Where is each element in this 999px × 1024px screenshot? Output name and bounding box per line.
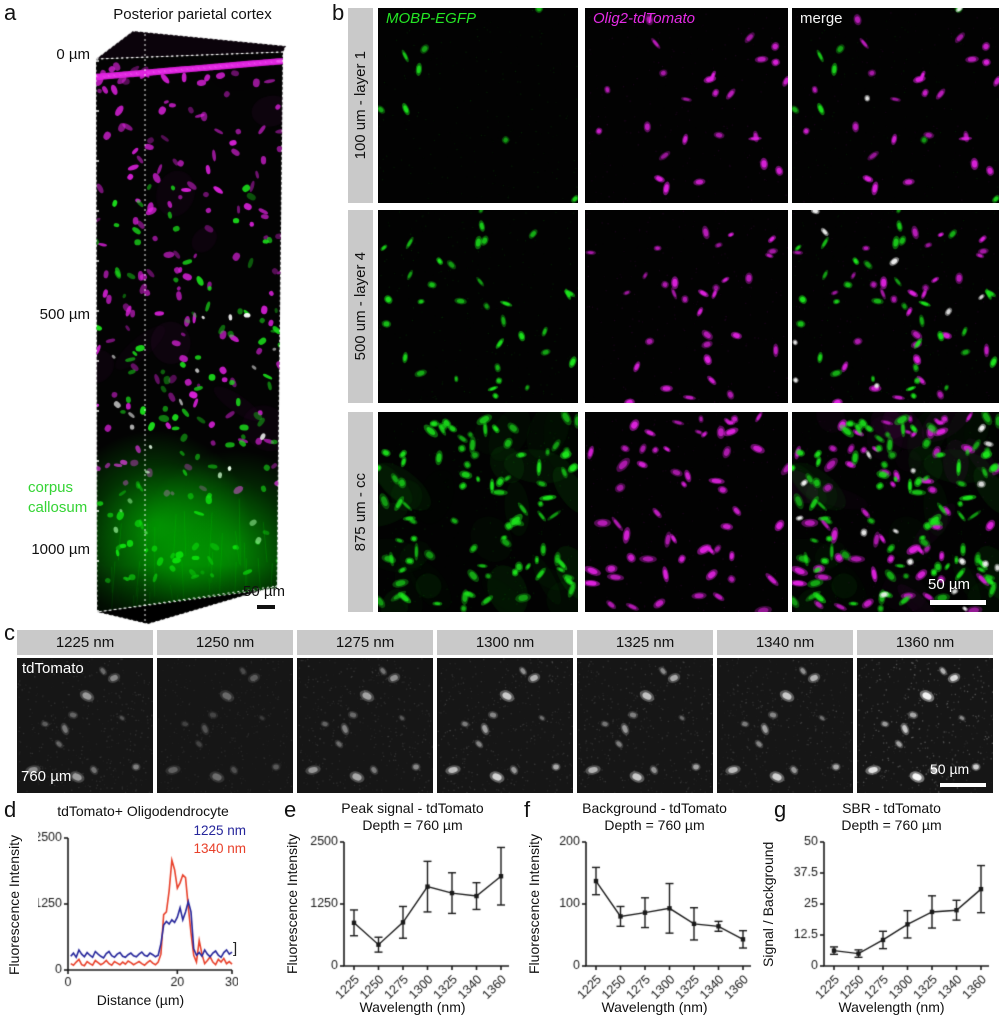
panel-e-plot [310, 830, 515, 1000]
panel-b-image-tdtomato-cc [585, 412, 788, 612]
panel-f-title: Background - tdTomato [582, 800, 727, 816]
panel-b-scalebar [930, 600, 986, 605]
panel-c-depth-label: 760 µm [21, 768, 72, 785]
panel-d-label: d [4, 797, 17, 822]
panel-d-xlabel: Distance (µm) [96, 992, 185, 1008]
panel-b-image-egfp-layer1 [378, 8, 578, 203]
panel-b-image-merge-cc [792, 412, 999, 612]
panel-g-title: SBR - tdTomato [842, 800, 941, 816]
panel-a-3d-image [85, 25, 300, 630]
panel-d-ylabel: Fluorescence Intensity [6, 834, 22, 976]
panel-c-label: c [4, 620, 15, 645]
panel-b-image-tdtomato-layer1 [585, 8, 788, 203]
panel-b-image-merge-layer4 [792, 210, 999, 403]
wavelength-header-1340: 1340 nm [717, 630, 853, 655]
depth-label-500um: 500 µm [39, 306, 90, 323]
wavelength-header-1250: 1250 nm [157, 630, 293, 655]
channel-header-merge: merge [800, 10, 843, 27]
wavelength-header-1225: 1225 nm [17, 630, 153, 655]
panel-b-image-tdtomato-layer4 [585, 210, 788, 403]
panel-a-scalebar [257, 605, 275, 609]
panel-f-plot [552, 830, 757, 1000]
panel-c-image-1360 [857, 658, 993, 793]
panel-c-image-1340 [717, 658, 853, 793]
panel-e-label: e [284, 797, 297, 822]
panel-d-bracket: ] [233, 940, 238, 957]
panel-c-scalebar-label: 50 µm [930, 761, 970, 777]
corpus-callosum-label: corpus callosum [28, 479, 88, 516]
panel-c-image-1275 [297, 658, 433, 793]
panel-g-xlabel: Wavelength (nm) [838, 999, 945, 1015]
panel-g-label: g [774, 797, 787, 822]
panel-b-image-egfp-cc [378, 412, 578, 612]
panel-a-scalebar-label: 50 µm [243, 583, 285, 600]
panel-c-image-1250 [157, 658, 293, 793]
row-label-500um-layer4: 500 um - layer 4 [348, 210, 373, 403]
wavelength-header-1325: 1325 nm [577, 630, 713, 655]
panel-e-ylabel: Fluorescence Intensity [284, 833, 300, 975]
depth-label-1000um: 1000 µm [31, 541, 90, 558]
panel-e-subtitle: Depth = 760 µm [362, 817, 463, 833]
panel-b-scalebar-label: 50 µm [928, 576, 970, 593]
wavelength-header-1360: 1360 nm [857, 630, 993, 655]
panel-c-image-1300 [437, 658, 573, 793]
wavelength-header-1275: 1275 nm [297, 630, 433, 655]
row-label-100um-layer1: 100 um - layer 1 [348, 8, 373, 203]
panel-c-channel-label: tdTomato [22, 660, 84, 677]
panel-e-title: Peak signal - tdTomato [341, 800, 484, 816]
panel-f-subtitle: Depth = 760 µm [604, 817, 705, 833]
panel-a-title: Posterior parietal cortex [113, 6, 272, 23]
panel-b-image-merge-layer1 [792, 8, 999, 203]
channel-header-olig2-tdtomato: Olig2-tdTomato [593, 10, 695, 27]
panel-f-label: f [524, 797, 531, 822]
panel-c-scalebar [940, 783, 986, 787]
depth-label-0um: 0 µm [56, 46, 90, 63]
panel-c-image-1325 [577, 658, 713, 793]
panel-f-ylabel: Fluorescence Intensity [526, 833, 542, 975]
panel-a-label: a [4, 0, 17, 25]
panel-b-image-egfp-layer4 [378, 210, 578, 403]
panel-c-image-1225 [17, 658, 153, 793]
panel-e-xlabel: Wavelength (nm) [359, 999, 466, 1015]
row-label-875um-cc: 875 um - cc [348, 412, 373, 612]
panel-b-label: b [332, 0, 345, 25]
panel-d-title: tdTomato+ Oligodendrocyte [57, 803, 229, 819]
wavelength-header-1300: 1300 nm [437, 630, 573, 655]
panel-d-plot [38, 830, 238, 1000]
panel-g-plot [786, 830, 997, 1000]
panel-g-ylabel: Signal / Background [760, 841, 776, 967]
panel-g-subtitle: Depth = 760 µm [841, 817, 942, 833]
channel-header-mobp-egfp: MOBP-EGFP [386, 10, 477, 27]
panel-f-xlabel: Wavelength (nm) [601, 999, 708, 1015]
